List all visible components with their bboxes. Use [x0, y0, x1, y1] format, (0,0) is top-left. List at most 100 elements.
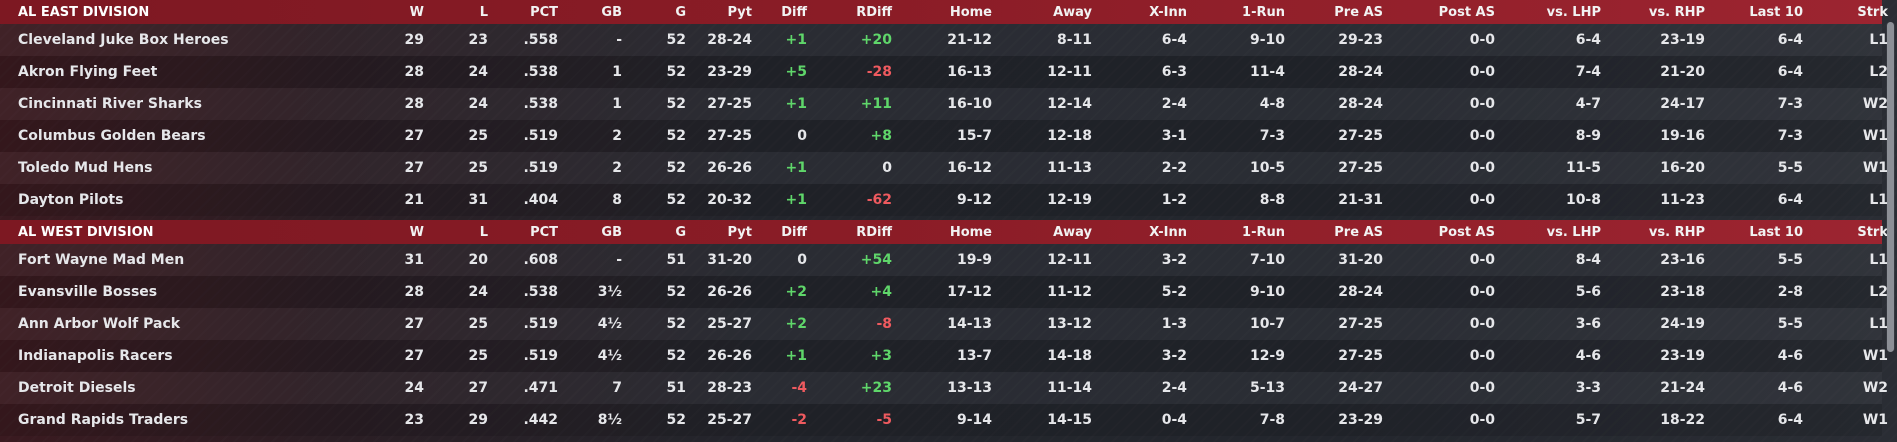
cell-w: 21: [404, 192, 424, 208]
cell-away: 14-18: [1047, 348, 1092, 364]
division-title: AL WEST DIVISION: [18, 224, 154, 240]
column-header-pct[interactable]: PCT: [530, 4, 558, 20]
team-name[interactable]: Cleveland Juke Box Heroes: [18, 32, 229, 48]
scrollbar-thumb[interactable]: [1887, 22, 1894, 352]
cell-post-as: 0-0: [1469, 348, 1495, 364]
cell-g: 52: [666, 32, 686, 48]
cell-1-run: 8-8: [1259, 192, 1285, 208]
cell-diff: +5: [785, 64, 807, 80]
cell-diff: +2: [785, 284, 807, 300]
column-header-g[interactable]: G: [675, 4, 686, 20]
table-row[interactable]: Indianapolis Racers 27 25 .519 4½ 52 26-26 +1 +3…: [0, 340, 1888, 372]
team-name[interactable]: Evansville Bosses: [18, 284, 158, 300]
table-row[interactable]: Cleveland Juke Box Heroes 29 23 .558 - 52 28-2…: [0, 24, 1888, 56]
column-header-pre-as[interactable]: Pre AS: [1334, 224, 1383, 240]
column-header-rdiff[interactable]: RDiff: [856, 224, 892, 240]
cell-away: 8-11: [1056, 32, 1092, 48]
team-name[interactable]: Columbus Golden Bears: [18, 128, 206, 144]
team-name[interactable]: Fort Wayne Mad Men: [18, 252, 185, 268]
column-header-rdiff[interactable]: RDiff: [856, 4, 892, 20]
cell-rdiff: +54: [860, 252, 892, 268]
column-header-vs-lhp[interactable]: vs. LHP: [1546, 224, 1601, 240]
table-row[interactable]: Detroit Diesels 24 27 .471 7 51 28-23 -4 +23 13-1…: [0, 372, 1888, 404]
team-name[interactable]: Detroit Diesels: [18, 380, 136, 396]
column-header-diff[interactable]: Diff: [781, 224, 807, 240]
table-row[interactable]: Grand Rapids Traders 23 29 .442 8½ 52 25-27 -2 -…: [0, 404, 1888, 436]
cell-home: 16-13: [947, 64, 992, 80]
column-header-strk[interactable]: Strk: [1857, 4, 1888, 20]
cell-away: 12-18: [1047, 128, 1092, 144]
column-header-away[interactable]: Away: [1053, 4, 1092, 20]
cell-diff: -2: [791, 412, 807, 428]
team-name[interactable]: Akron Flying Feet: [18, 64, 158, 80]
cell-pct: .519: [523, 128, 558, 144]
column-header-x-inn[interactable]: X-Inn: [1149, 224, 1187, 240]
cell-diff: +1: [785, 32, 807, 48]
cell-w: 28: [404, 96, 424, 112]
column-header-1-run[interactable]: 1-Run: [1242, 224, 1285, 240]
table-row[interactable]: Columbus Golden Bears 27 25 .519 2 52 27-25 0 +8…: [0, 120, 1888, 152]
cell-pre-as: 27-25: [1338, 348, 1383, 364]
cell-last-10: 6-4: [1777, 412, 1803, 428]
team-name[interactable]: Dayton Pilots: [18, 192, 124, 208]
column-header-vs-rhp[interactable]: vs. RHP: [1648, 224, 1705, 240]
column-header-home[interactable]: Home: [949, 4, 992, 20]
column-header-pct[interactable]: PCT: [530, 224, 558, 240]
column-header-1-run[interactable]: 1-Run: [1242, 4, 1285, 20]
column-header-home[interactable]: Home: [949, 224, 992, 240]
column-header-strk[interactable]: Strk: [1857, 224, 1888, 240]
cell-diff: +1: [785, 348, 807, 364]
cell-vs-rhp: 21-20: [1660, 64, 1705, 80]
team-name[interactable]: Grand Rapids Traders: [18, 412, 189, 428]
team-name[interactable]: Cincinnati River Sharks: [18, 96, 202, 112]
cell-g: 51: [666, 380, 686, 396]
column-header-last-10[interactable]: Last 10: [1749, 4, 1803, 20]
cell-w: 27: [404, 348, 424, 364]
cell-away: 11-13: [1047, 160, 1092, 176]
column-header-w[interactable]: W: [409, 4, 424, 20]
cell-last-10: 6-4: [1777, 192, 1803, 208]
column-header-vs-rhp[interactable]: vs. RHP: [1648, 4, 1705, 20]
cell-pyt: 26-26: [707, 284, 752, 300]
division-title: AL EAST DIVISION: [18, 4, 150, 20]
table-row[interactable]: Akron Flying Feet 28 24 .538 1 52 23-29 +5 -28 16…: [0, 56, 1888, 88]
cell-pct: .538: [523, 284, 558, 300]
cell-w: 24: [404, 380, 424, 396]
column-header-gb[interactable]: GB: [601, 224, 622, 240]
table-row[interactable]: Ann Arbor Wolf Pack 27 25 .519 4½ 52 25-27 +2 -8…: [0, 308, 1888, 340]
cell-post-as: 0-0: [1469, 412, 1495, 428]
column-header-x-inn[interactable]: X-Inn: [1149, 4, 1187, 20]
vertical-scrollbar[interactable]: [1886, 22, 1895, 352]
column-header-gb[interactable]: GB: [601, 4, 622, 20]
cell-x-inn: 3-2: [1161, 252, 1187, 268]
column-header-l[interactable]: L: [479, 224, 488, 240]
cell-vs-rhp: 23-19: [1660, 348, 1705, 364]
cell-home: 17-12: [947, 284, 992, 300]
cell-strk: W1: [1862, 128, 1888, 144]
column-header-post-as[interactable]: Post AS: [1438, 4, 1495, 20]
cell-vs-lhp: 8-4: [1575, 252, 1601, 268]
cell-g: 52: [666, 316, 686, 332]
column-header-post-as[interactable]: Post AS: [1438, 224, 1495, 240]
cell-vs-rhp: 23-19: [1660, 32, 1705, 48]
table-row[interactable]: Cincinnati River Sharks 28 24 .538 1 52 27-25 +…: [0, 88, 1888, 120]
column-header-w[interactable]: W: [409, 224, 424, 240]
table-row[interactable]: Evansville Bosses 28 24 .538 3½ 52 26-26 +2 +4 17…: [0, 276, 1888, 308]
team-name[interactable]: Toledo Mud Hens: [18, 160, 153, 176]
column-header-g[interactable]: G: [675, 224, 686, 240]
column-header-pre-as[interactable]: Pre AS: [1334, 4, 1383, 20]
column-header-pyt[interactable]: Pyt: [727, 224, 752, 240]
table-row[interactable]: Toledo Mud Hens 27 25 .519 2 52 26-26 +1 0 16-12 1…: [0, 152, 1888, 184]
column-header-away[interactable]: Away: [1053, 224, 1092, 240]
column-header-pyt[interactable]: Pyt: [727, 4, 752, 20]
column-header-l[interactable]: L: [479, 4, 488, 20]
table-row[interactable]: Dayton Pilots 21 31 .404 8 52 20-32 +1 -62 9-12 12…: [0, 184, 1888, 216]
column-header-magic[interactable]: Magic#: [1892, 5, 1897, 20]
column-header-last-10[interactable]: Last 10: [1749, 224, 1803, 240]
team-name[interactable]: Ann Arbor Wolf Pack: [18, 316, 181, 332]
team-name[interactable]: Indianapolis Racers: [18, 348, 173, 364]
cell-vs-lhp: 3-3: [1575, 380, 1601, 396]
column-header-vs-lhp[interactable]: vs. LHP: [1546, 4, 1601, 20]
table-row[interactable]: Fort Wayne Mad Men 31 20 .608 - 51 31-20 0 +54 19…: [0, 244, 1888, 276]
column-header-diff[interactable]: Diff: [781, 4, 807, 20]
